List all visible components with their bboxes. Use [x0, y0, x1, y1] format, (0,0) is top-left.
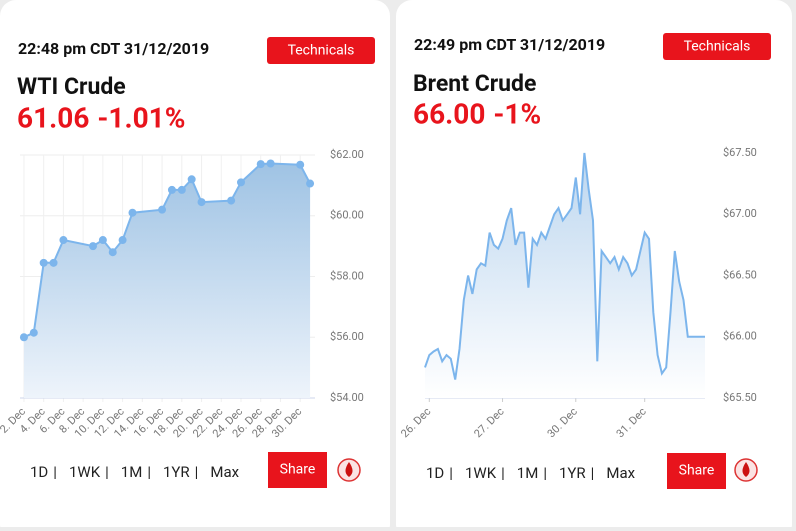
period-option[interactable]: 1WK: [69, 463, 101, 481]
y-tick-label: $66.50: [723, 268, 757, 281]
separator: |: [501, 464, 505, 482]
y-tick-label: $60.00: [330, 209, 364, 222]
data-point: [118, 236, 127, 245]
y-tick-label: $67.50: [723, 146, 757, 159]
data-point: [89, 242, 98, 251]
data-point: [197, 198, 206, 207]
logo-drop: [742, 462, 750, 477]
price: 61.06: [17, 101, 89, 134]
period-option[interactable]: Max: [606, 464, 635, 482]
data-point: [49, 258, 58, 267]
price: 66.00: [413, 97, 485, 130]
separator: |: [147, 463, 151, 481]
period-option[interactable]: 1M: [517, 464, 539, 482]
change: -1%: [493, 97, 541, 130]
separator: |: [53, 463, 57, 481]
data-point: [167, 185, 176, 194]
data-point: [296, 160, 305, 169]
timestamp: 22:49 pm CDT 31/12/2019: [414, 35, 605, 54]
timestamp: 22:48 pm CDT 31/12/2019: [18, 39, 209, 58]
data-point: [19, 333, 28, 342]
y-tick-label: $66.00: [723, 330, 757, 343]
share-label[interactable]: Share: [280, 462, 316, 478]
y-tick-label: $54.00: [330, 391, 364, 404]
price-line: [424, 152, 705, 380]
share-label[interactable]: Share: [679, 463, 715, 479]
period-option[interactable]: Max: [210, 463, 239, 481]
share-button[interactable]: [667, 453, 726, 489]
data-point: [59, 236, 68, 245]
data-point: [266, 159, 275, 168]
data-point: [108, 248, 117, 257]
area-fill: [425, 153, 705, 398]
period-option[interactable]: 1M: [121, 463, 143, 481]
technicals-button[interactable]: [267, 37, 375, 64]
period-option[interactable]: 1D: [30, 463, 48, 481]
data-point: [158, 205, 167, 214]
data-point: [237, 178, 246, 187]
period-option[interactable]: 1YR: [163, 463, 190, 481]
separator: |: [105, 463, 109, 481]
separator: |: [543, 464, 547, 482]
logo-drop: [345, 462, 353, 477]
data-point: [128, 208, 137, 217]
area-fill: [23, 163, 311, 398]
data-point: [227, 196, 236, 205]
technicals-label[interactable]: Technicals: [288, 43, 355, 59]
y-tick-label: $58.00: [330, 269, 364, 282]
instrument-name: Brent Crude: [413, 70, 536, 97]
separator: |: [591, 464, 595, 482]
instrument-name: WTI Crude: [17, 73, 126, 100]
data-point: [187, 175, 196, 184]
technicals-button[interactable]: [663, 33, 771, 60]
share-button[interactable]: [268, 452, 327, 488]
data-point: [39, 258, 48, 267]
data-point: [98, 236, 107, 245]
data-point: [177, 185, 186, 194]
y-tick-label: $65.50: [723, 391, 757, 404]
period-option[interactable]: 1WK: [465, 464, 497, 482]
separator: |: [195, 463, 199, 481]
separator: |: [449, 464, 453, 482]
data-point: [256, 160, 265, 169]
y-tick-label: $67.00: [723, 207, 757, 220]
y-tick-label: $56.00: [330, 330, 364, 343]
y-tick-label: $62.00: [330, 148, 364, 161]
period-option[interactable]: 1YR: [559, 464, 586, 482]
data-point: [306, 179, 315, 188]
period-option[interactable]: 1D: [426, 464, 444, 482]
technicals-label[interactable]: Technicals: [684, 39, 751, 55]
change: -1.01%: [97, 101, 185, 134]
data-point: [29, 328, 38, 337]
